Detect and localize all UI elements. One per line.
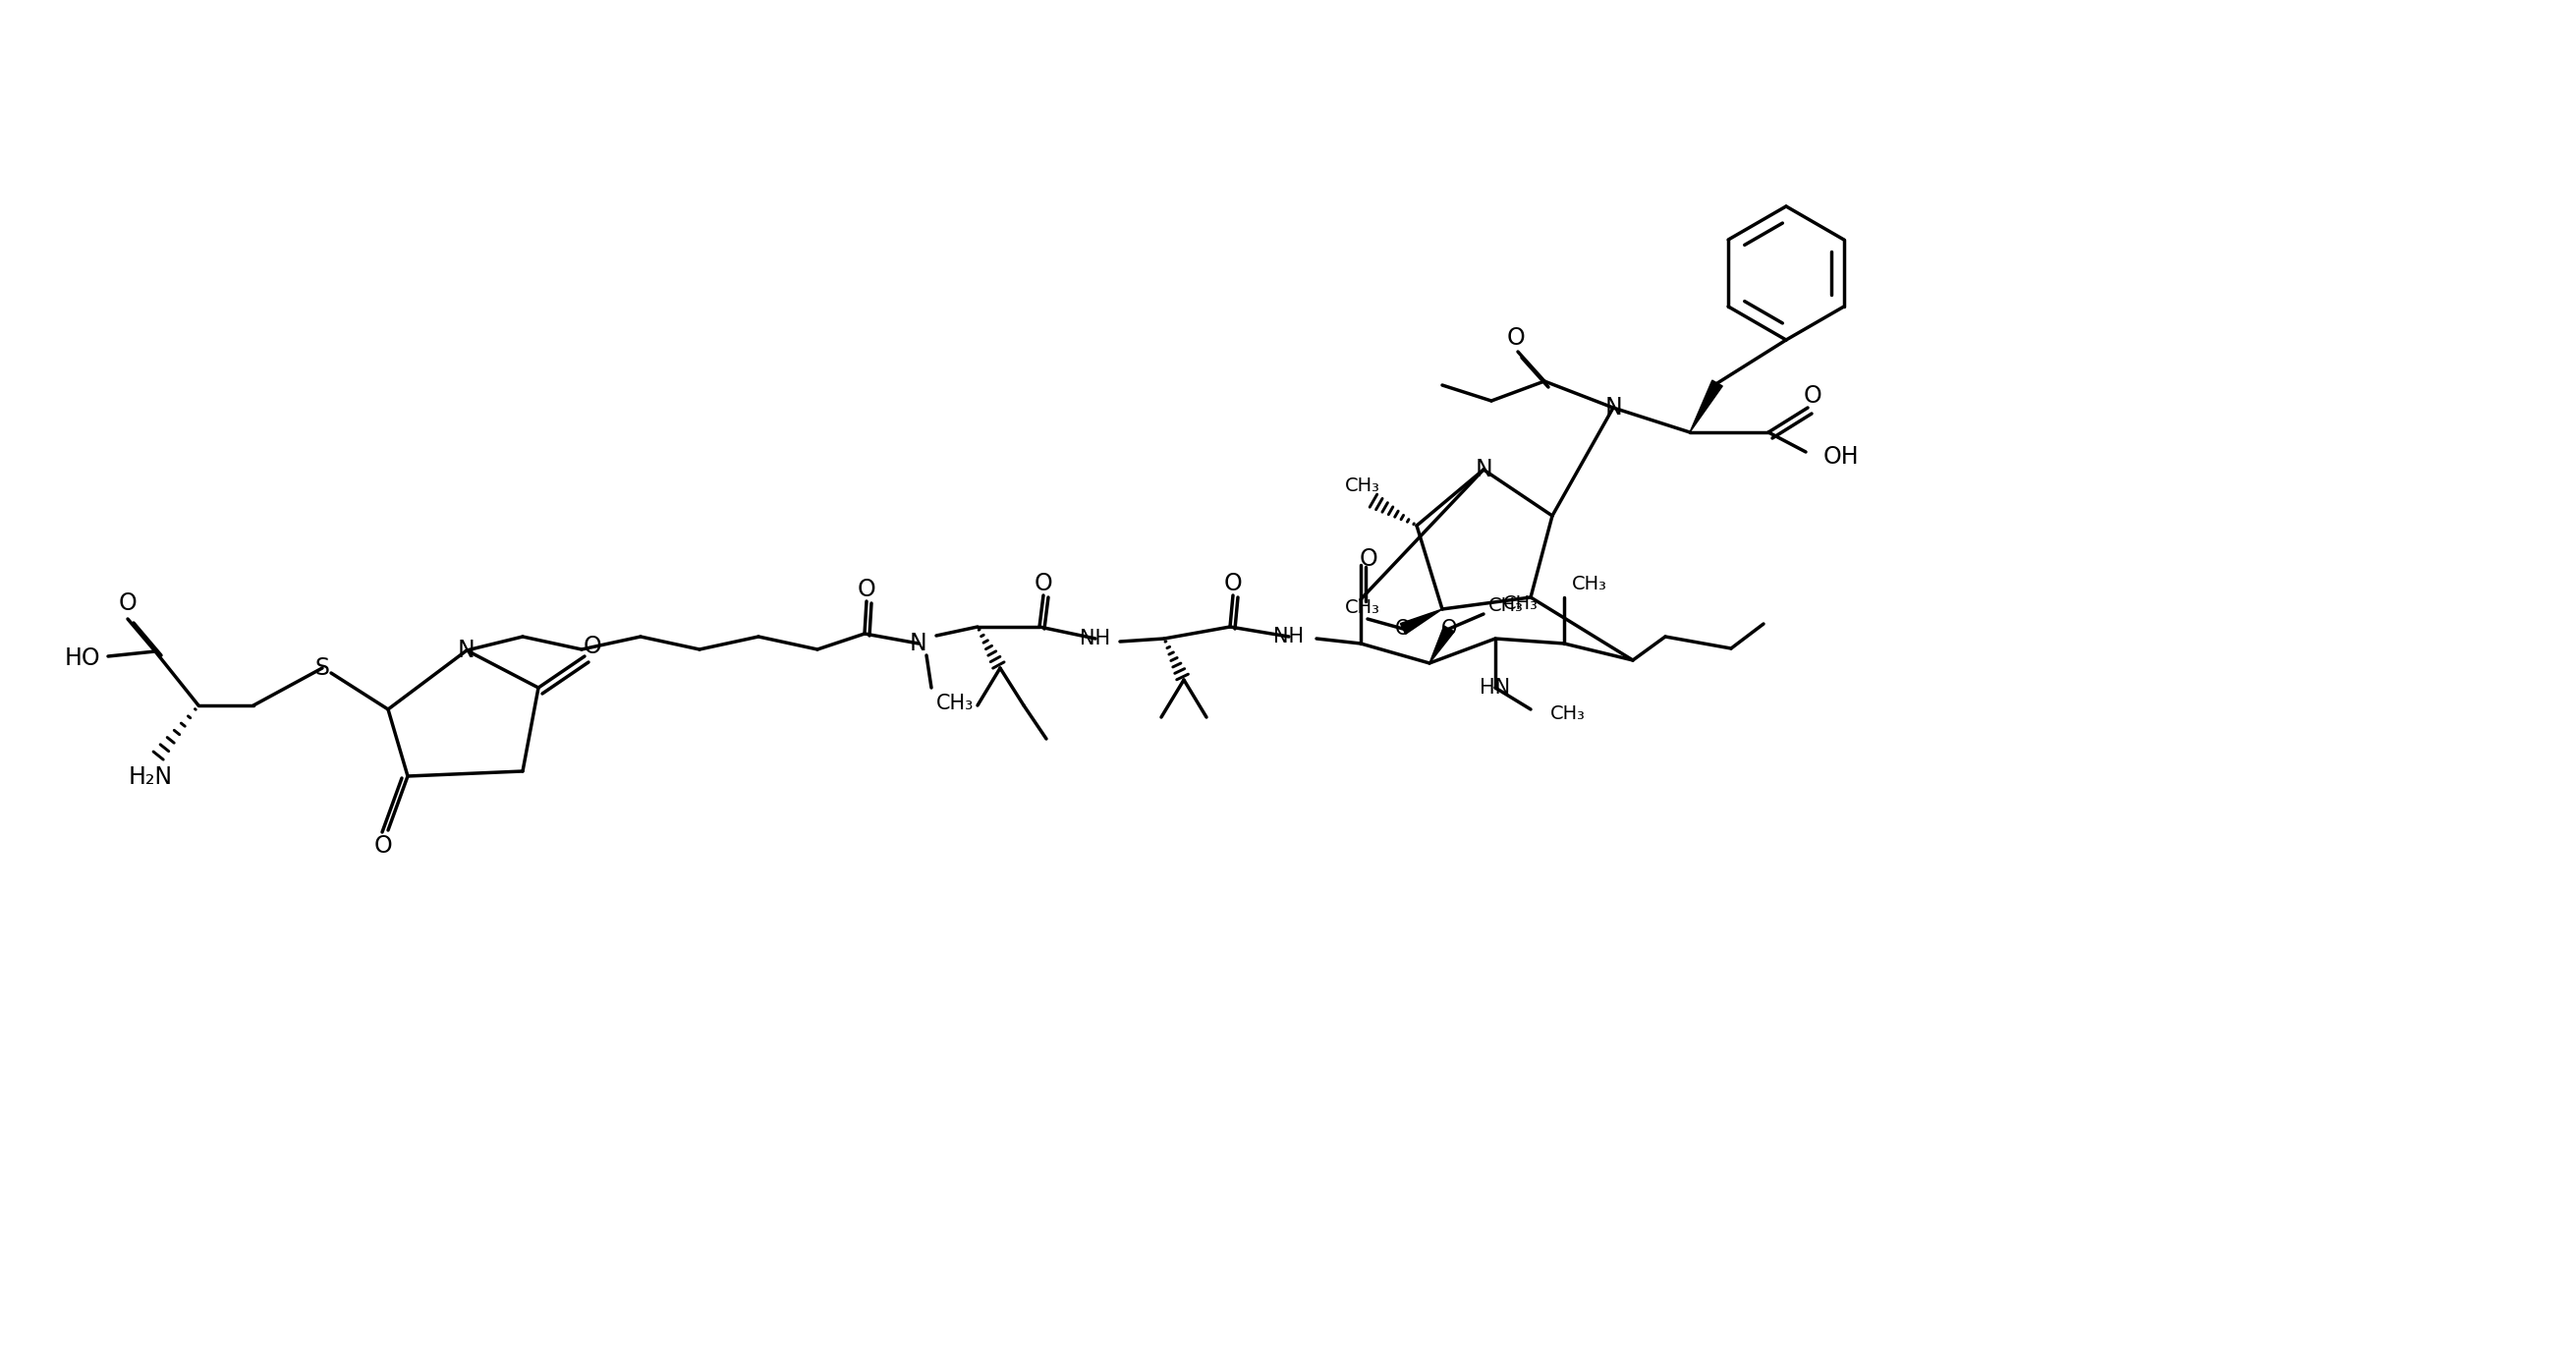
Text: CH₃: CH₃	[1504, 594, 1538, 613]
Text: N: N	[1476, 457, 1492, 482]
Polygon shape	[1690, 381, 1723, 432]
Polygon shape	[1430, 625, 1455, 663]
Text: O: O	[374, 834, 392, 858]
Text: CH₃: CH₃	[1345, 597, 1381, 616]
Text: O: O	[582, 635, 603, 658]
Text: O: O	[118, 592, 137, 615]
Text: CH₃: CH₃	[1489, 597, 1522, 616]
Text: N: N	[1605, 395, 1623, 420]
Text: CH₃: CH₃	[1551, 705, 1587, 724]
Text: H₂N: H₂N	[129, 765, 173, 790]
Text: N: N	[909, 632, 927, 655]
Text: O: O	[1394, 619, 1412, 639]
Text: CH₃: CH₃	[935, 694, 974, 713]
Text: NH: NH	[1273, 627, 1303, 647]
Polygon shape	[1401, 609, 1443, 633]
Text: O: O	[1033, 572, 1054, 596]
Text: O: O	[858, 578, 876, 601]
Text: O: O	[1803, 385, 1821, 408]
Text: N: N	[459, 639, 477, 662]
Text: CH₃: CH₃	[1345, 476, 1381, 495]
Text: CH₃: CH₃	[1571, 574, 1607, 593]
Text: O: O	[1360, 547, 1378, 570]
Text: HO: HO	[64, 647, 100, 670]
Text: NH: NH	[1079, 628, 1110, 648]
Text: O: O	[1440, 619, 1458, 639]
Text: O: O	[1224, 572, 1242, 596]
Text: HN: HN	[1481, 678, 1510, 698]
Text: S: S	[314, 656, 330, 679]
Text: O: O	[1507, 327, 1525, 350]
Text: OH: OH	[1824, 445, 1860, 468]
